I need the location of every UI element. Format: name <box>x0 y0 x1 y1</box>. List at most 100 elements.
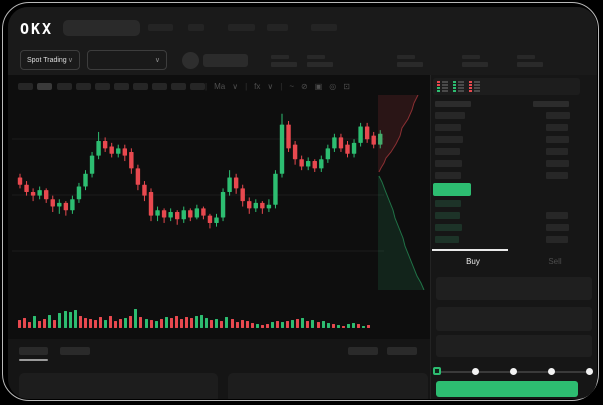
ask-price-placeholder[interactable] <box>435 172 461 179</box>
chevron-down-icon: ∨ <box>67 57 73 64</box>
volume-bar <box>195 316 199 328</box>
volume-bar <box>164 317 168 328</box>
ask-price-placeholder[interactable] <box>435 124 461 131</box>
chevron-down-icon[interactable]: ∨ <box>267 82 274 91</box>
bottom-tab-1-active[interactable] <box>19 347 48 355</box>
app-window: OKX Spot Trading ∨ ∨ | Ma ∨ | fx ∨ | ~ ⊘ ▣ ◎ ⊡ <box>8 7 597 399</box>
timeframe-9[interactable] <box>171 83 186 90</box>
tab-sell[interactable]: Sell <box>514 253 596 269</box>
timeframe-4[interactable] <box>76 83 91 90</box>
settings-icon[interactable]: ◎ <box>329 82 337 91</box>
volume-bar <box>38 321 42 328</box>
orderbook-col-header-price <box>435 101 471 107</box>
volume-bar <box>225 317 229 328</box>
bid-price-placeholder[interactable] <box>435 236 459 243</box>
bid-price-placeholder[interactable] <box>435 200 461 207</box>
history-panel-placeholder <box>228 373 428 399</box>
chevron-down-icon[interactable]: ∨ <box>232 82 239 91</box>
market-type-dropdown[interactable]: Spot Trading ∨ <box>20 50 80 70</box>
bid-amount-placeholder <box>546 212 568 219</box>
volume-bar <box>250 323 254 328</box>
nav-item-3[interactable] <box>228 24 255 31</box>
ask-amount-placeholder <box>546 160 569 167</box>
divider: | <box>245 82 248 91</box>
bottom-action-2[interactable] <box>387 347 417 355</box>
line-tool-icon[interactable]: ~ <box>289 82 294 91</box>
bottom-tab-2[interactable] <box>60 347 90 355</box>
volume-bar <box>301 318 305 328</box>
volume-bar <box>276 321 280 328</box>
volume-bar <box>331 324 335 328</box>
fullscreen-icon[interactable]: ⊡ <box>343 82 350 91</box>
volume-bar <box>316 322 320 328</box>
top-bar <box>8 7 597 75</box>
volume-bar <box>230 319 234 328</box>
ask-price-placeholder[interactable] <box>435 148 460 155</box>
volume-bar <box>159 319 163 328</box>
volume-bar <box>200 315 204 328</box>
timeframe-3[interactable] <box>57 83 72 90</box>
bid-price-placeholder[interactable] <box>435 224 462 231</box>
draw-tool-icon[interactable]: ⊘ <box>300 82 308 91</box>
bottom-action-1[interactable] <box>348 347 378 355</box>
timeframe-10[interactable] <box>190 83 205 90</box>
nav-item-1[interactable] <box>148 24 173 31</box>
buy-button[interactable] <box>436 381 578 397</box>
volume-bar <box>144 319 148 328</box>
book-bids-icon[interactable] <box>453 81 464 92</box>
price-input[interactable] <box>436 277 592 300</box>
ask-amount-placeholder <box>546 124 568 131</box>
amount-input[interactable] <box>436 307 592 331</box>
candlestick-chart[interactable] <box>12 93 384 293</box>
chart-area[interactable] <box>8 75 430 339</box>
slider-stop-100pct[interactable] <box>586 368 593 375</box>
book-asks-icon[interactable] <box>469 81 480 92</box>
okx-logo[interactable]: OKX <box>20 20 54 38</box>
volume-bar <box>336 325 340 328</box>
volume-bar <box>169 318 173 328</box>
slider-stop-75pct[interactable] <box>548 368 555 375</box>
pair-selector-dropdown[interactable]: ∨ <box>87 50 167 70</box>
volume-bar <box>104 320 108 328</box>
ask-price-placeholder[interactable] <box>435 112 465 119</box>
timeframe-7[interactable] <box>133 83 148 90</box>
timeframe-6[interactable] <box>114 83 129 90</box>
ticker-stat-4 <box>462 55 492 67</box>
ask-price-placeholder[interactable] <box>435 136 463 143</box>
ticker-stat-2 <box>307 55 337 67</box>
timeframe-8[interactable] <box>152 83 167 90</box>
book-combined-icon[interactable] <box>437 81 448 92</box>
slider-stop-25pct[interactable] <box>472 368 479 375</box>
orderbook-view-toggles <box>433 78 580 95</box>
bid-price-placeholder[interactable] <box>435 212 460 219</box>
volume-bar <box>351 323 355 328</box>
volume-bar <box>63 311 67 328</box>
volume-bar <box>88 319 92 328</box>
volume-bar <box>260 325 264 328</box>
tab-buy[interactable]: Buy <box>432 253 514 269</box>
volume-bar <box>93 320 97 328</box>
volume-bar <box>190 318 194 328</box>
last-price-row[interactable] <box>433 183 471 196</box>
timeframe-2-active[interactable] <box>37 83 52 90</box>
volume-bar <box>33 316 37 328</box>
nav-item-2[interactable] <box>188 24 204 31</box>
timeframe-1[interactable] <box>18 83 33 90</box>
ask-price-placeholder[interactable] <box>435 160 462 167</box>
total-input[interactable] <box>436 335 592 357</box>
nav-item-4[interactable] <box>267 24 288 31</box>
timeframe-5[interactable] <box>95 83 110 90</box>
buy-tab-label: Buy <box>466 256 480 266</box>
nav-item-5[interactable] <box>311 24 337 31</box>
candle-style-icon[interactable]: Ma <box>214 82 226 91</box>
slider-handle-0pct[interactable] <box>433 367 441 375</box>
volume-bar <box>245 321 249 328</box>
volume-bar <box>73 310 77 328</box>
search-input[interactable] <box>63 20 140 36</box>
volume-bar <box>271 322 274 328</box>
slider-stop-50pct[interactable] <box>510 368 517 375</box>
camera-icon[interactable]: ▣ <box>314 82 323 91</box>
bottom-tab-indicator <box>19 359 48 361</box>
indicators-icon[interactable]: fx <box>254 82 261 91</box>
ticker-stat-1 <box>271 55 301 67</box>
